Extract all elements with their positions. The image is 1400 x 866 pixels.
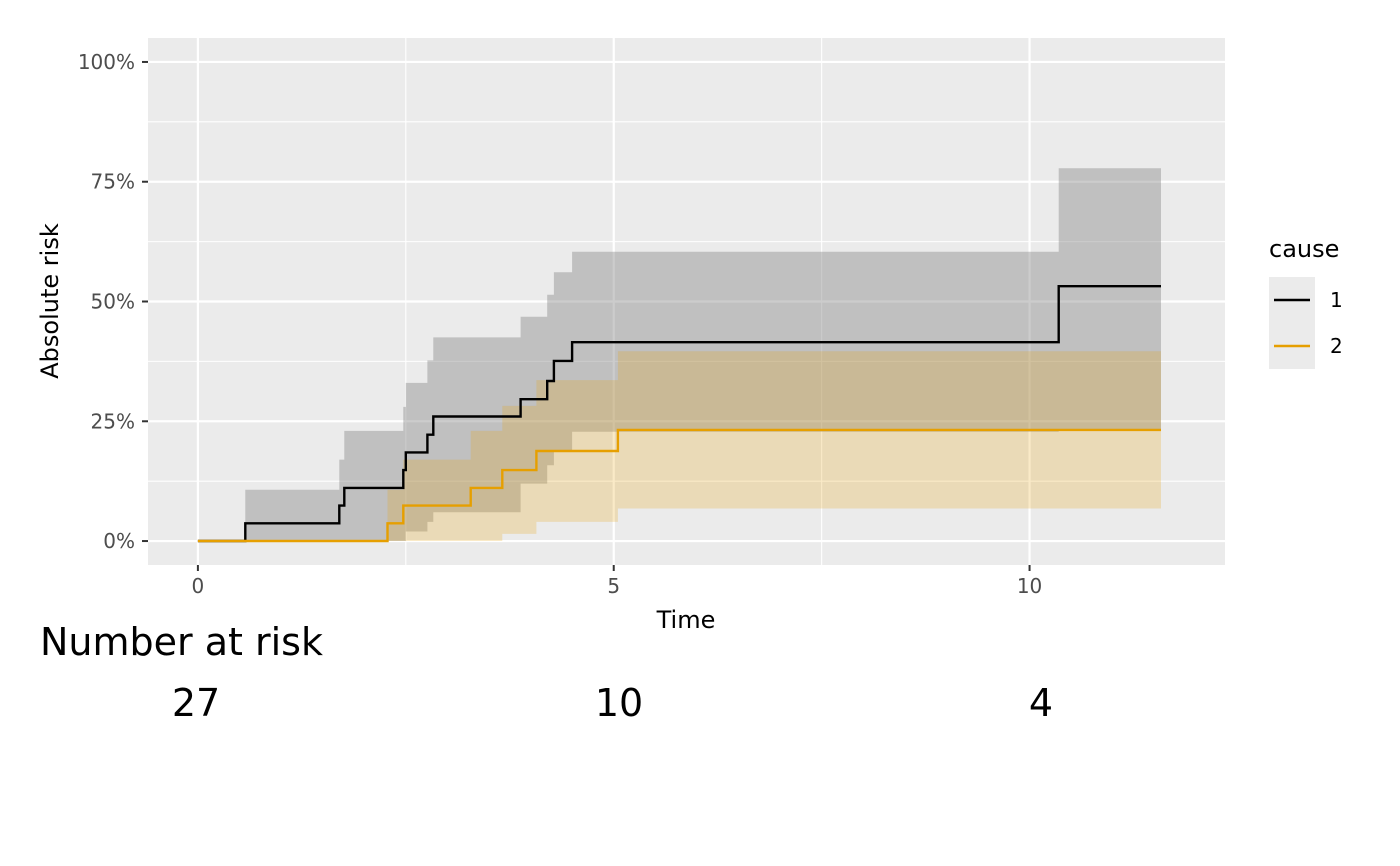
x-tick-label: 5	[607, 574, 620, 598]
x-tick-label: 0	[192, 574, 205, 598]
confidence-bands	[197, 168, 1161, 542]
y-tick-label: 0%	[103, 529, 135, 553]
risk-lines	[197, 285, 1161, 543]
y-tick-label: 100%	[78, 50, 135, 74]
x-tick-label: 10	[1017, 574, 1042, 598]
legend-label-2: 2	[1330, 334, 1343, 358]
risk-count-0: 27	[172, 681, 220, 725]
risk-table: Number at risk 27 10 4	[40, 620, 1053, 725]
major-gridlines	[148, 38, 1225, 565]
risk-line-cause-2	[197, 428, 1161, 543]
y-axis-title: Absolute risk	[36, 223, 64, 379]
y-tick-label: 50%	[91, 290, 135, 314]
legend-title: cause	[1269, 235, 1339, 263]
legend: cause 1 2	[1269, 235, 1343, 369]
confidence-band-cause-2	[197, 351, 1161, 541]
y-tick-label: 25%	[91, 409, 135, 433]
y-tick-label: 75%	[91, 170, 135, 194]
legend-label-1: 1	[1330, 288, 1343, 312]
axes: 0% 25% 50% 75% 100% 0 5 10	[78, 50, 1042, 598]
x-axis-title: Time	[656, 606, 716, 634]
confidence-band-cause-1	[197, 168, 1161, 542]
risk-count-5: 10	[595, 681, 643, 725]
risk-line-cause-1	[197, 285, 1161, 543]
risk-table-title: Number at risk	[40, 620, 323, 664]
legend-key-background	[1269, 277, 1315, 369]
risk-count-10: 4	[1029, 681, 1053, 725]
